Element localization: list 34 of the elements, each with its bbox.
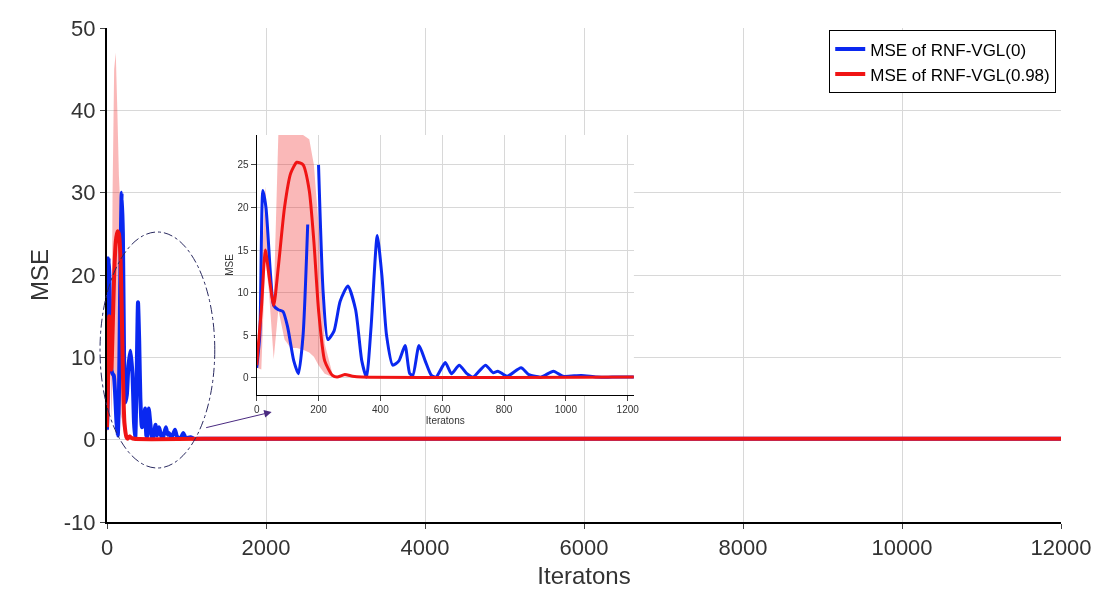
x-tick-label: 4000: [400, 535, 450, 561]
y-tick-label: 20: [71, 262, 96, 288]
x-tick-label: 1000: [554, 404, 578, 415]
x-tick-label: 0: [100, 535, 114, 561]
y-tick-label: 25: [237, 159, 250, 171]
x-tick-label: 8000: [718, 535, 768, 561]
x-tick-label: 0: [253, 404, 260, 415]
y-tick-label: 0: [83, 427, 96, 453]
line-series: [107, 229, 1061, 442]
y-axis-title: MSE: [223, 253, 235, 276]
x-tick-label: 600: [433, 404, 451, 415]
y-tick-label: 0: [243, 372, 250, 384]
x-axis-title: Iteratons: [425, 415, 465, 426]
x-tick-label: 200: [310, 404, 328, 415]
legend-label: MSE of RNF-VGL(0.98): [870, 65, 1050, 85]
x-axis-title: Iteratons: [537, 562, 631, 590]
y-tick-label: 10: [237, 287, 250, 299]
x-tick-label: 10000: [871, 535, 933, 561]
x-tick-label: 6000: [559, 535, 609, 561]
x-tick-label: 1200: [616, 404, 640, 415]
x-tick-label: 400: [372, 404, 390, 415]
y-tick-label: 20: [237, 201, 250, 213]
y-axis-title: MSE: [26, 248, 54, 302]
y-tick-label: 10: [71, 345, 96, 371]
y-tick-label: -10: [63, 509, 96, 535]
y-tick-label: 50: [71, 15, 96, 41]
x-tick-label: 800: [495, 404, 513, 415]
legend-label: MSE of RNF-VGL(0): [870, 40, 1027, 60]
y-tick-label: 40: [71, 98, 96, 124]
x-tick-label: 12000: [1030, 535, 1092, 561]
x-tick-label: 2000: [241, 535, 291, 561]
y-tick-label: 15: [237, 244, 250, 256]
y-tick-label: 30: [71, 180, 96, 206]
y-tick-label: 5: [243, 329, 250, 341]
